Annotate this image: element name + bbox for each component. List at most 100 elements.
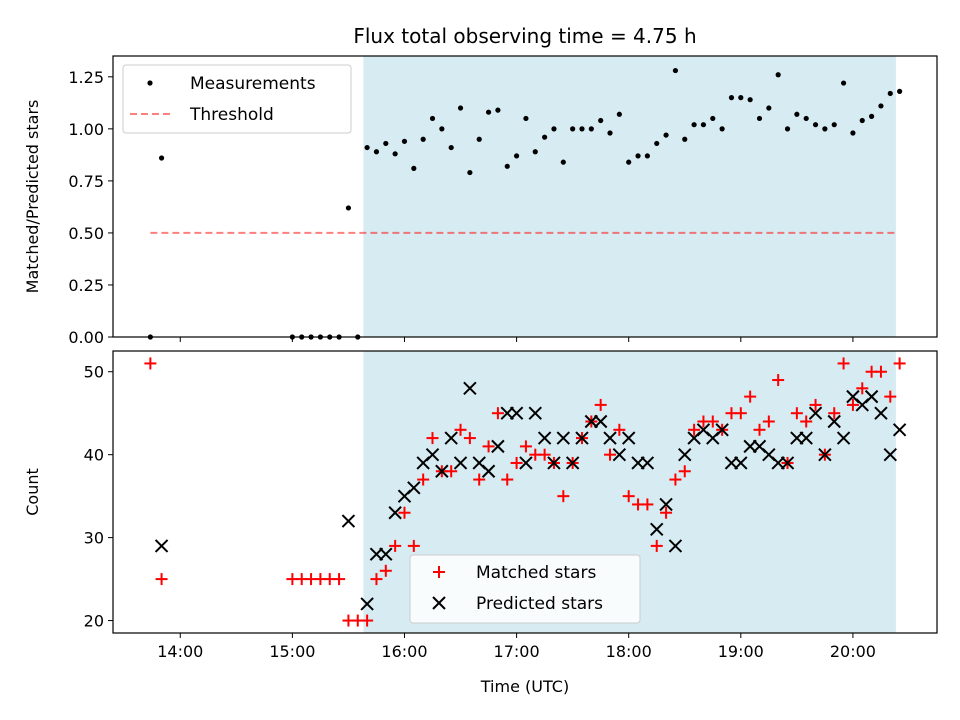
predicted-star-point bbox=[818, 447, 832, 462]
predicted-star-point bbox=[715, 423, 729, 437]
matched-star-point bbox=[361, 614, 374, 627]
matched-star-point bbox=[519, 440, 532, 453]
predicted-star-point bbox=[612, 447, 627, 462]
matched-star-point bbox=[856, 382, 869, 395]
measurement-point bbox=[607, 130, 613, 136]
matched-star-point bbox=[884, 390, 897, 403]
matched-star-point bbox=[144, 357, 157, 370]
y-tick-label: 1.00 bbox=[68, 120, 104, 139]
measurement-point bbox=[691, 122, 697, 128]
predicted-star-point bbox=[463, 381, 477, 396]
predicted-star-point bbox=[407, 481, 421, 495]
measurement-point bbox=[672, 67, 679, 74]
predicted-star-point bbox=[827, 414, 841, 429]
matched-star-point bbox=[828, 407, 841, 420]
measurement-point bbox=[803, 115, 809, 122]
measurement-point bbox=[158, 155, 165, 161]
measurement-point bbox=[560, 159, 566, 165]
matched-star-point bbox=[501, 473, 514, 486]
measurement-point bbox=[504, 163, 510, 169]
predicted-star-point bbox=[435, 464, 449, 478]
measurement-point bbox=[495, 107, 501, 113]
predicted-star-point bbox=[808, 406, 823, 420]
predicted-star-point bbox=[547, 456, 561, 470]
matched-star-point bbox=[660, 506, 673, 519]
y-tick-label: 0.50 bbox=[68, 224, 104, 243]
measurement-point bbox=[822, 126, 828, 132]
predicted-star-point bbox=[491, 439, 505, 454]
matched-star-point bbox=[557, 490, 570, 503]
measurement-point bbox=[411, 165, 417, 171]
predicted-star-point bbox=[425, 447, 440, 462]
predicted-star-point bbox=[481, 464, 496, 478]
measurement-point bbox=[383, 140, 389, 147]
measurement-point bbox=[710, 115, 716, 122]
matched-star-point bbox=[874, 365, 887, 378]
measurement-point bbox=[364, 144, 370, 151]
x-tick-label: 19:00 bbox=[718, 642, 764, 661]
y-tick-label: 30 bbox=[84, 529, 104, 548]
measurement-point bbox=[784, 126, 791, 132]
predicted-star-point bbox=[603, 431, 617, 445]
matched-star-point bbox=[893, 357, 906, 370]
matched-star-point bbox=[641, 498, 654, 511]
measurement-point bbox=[756, 115, 763, 122]
predicted-star-point bbox=[453, 456, 468, 470]
matched-star-point bbox=[846, 398, 859, 411]
matched-star-point bbox=[762, 415, 775, 428]
predicted-star-point bbox=[883, 447, 897, 462]
x-tick-label: 15:00 bbox=[269, 642, 315, 661]
legend-matched-label: Matched stars bbox=[476, 563, 596, 583]
matched-star-point bbox=[454, 423, 467, 436]
measurement-point bbox=[869, 113, 875, 119]
matched-star-point bbox=[155, 573, 168, 586]
legend-threshold-label: Threshold bbox=[189, 105, 274, 125]
measurement-point bbox=[485, 109, 492, 115]
predicted-star-point bbox=[836, 431, 851, 445]
predicted-star-point bbox=[556, 431, 571, 445]
matched-star-point bbox=[669, 473, 682, 486]
measurement-point bbox=[570, 126, 576, 132]
measurement-point bbox=[401, 138, 408, 144]
measurement-point bbox=[850, 130, 856, 136]
predicted-star-point bbox=[154, 539, 169, 553]
predicted-star-point bbox=[864, 389, 879, 404]
matched-star-point bbox=[389, 539, 402, 552]
matched-star-point bbox=[706, 415, 719, 428]
matched-star-point bbox=[594, 398, 607, 411]
matched-star-point bbox=[744, 390, 757, 403]
bottom-legend: Matched stars Predicted stars bbox=[409, 554, 641, 624]
y-tick-label: 20 bbox=[84, 612, 104, 631]
measurement-point bbox=[887, 90, 893, 97]
predicted-star-point bbox=[444, 431, 458, 445]
x-tick-label: 16:00 bbox=[381, 642, 427, 661]
measurement-point bbox=[859, 117, 865, 124]
x-tick-label: 20:00 bbox=[830, 642, 876, 661]
y-tick-label: 0.25 bbox=[68, 276, 104, 295]
matched-star-point bbox=[379, 564, 392, 577]
measurement-point bbox=[420, 136, 426, 142]
matched-star-point bbox=[510, 456, 523, 469]
predicted-star-point bbox=[528, 406, 542, 420]
matched-star-point bbox=[650, 539, 663, 552]
measurement-point bbox=[513, 153, 520, 159]
measurement-point bbox=[616, 111, 622, 117]
bottom-panel: 20 30 40 50 14:00 15:00 16:00 17:00 18:00 19:00 2… bbox=[23, 350, 938, 696]
y-tick-label: 50 bbox=[84, 363, 104, 382]
predicted-star-point bbox=[537, 431, 552, 445]
matched-star-point bbox=[753, 423, 766, 436]
predicted-star-point bbox=[799, 431, 813, 445]
measurement-point bbox=[373, 149, 380, 155]
predicted-star-point bbox=[379, 547, 393, 561]
measurement-point bbox=[738, 95, 744, 101]
measurement-point bbox=[626, 159, 632, 165]
predicted-star-point bbox=[509, 406, 524, 420]
matched-star-point bbox=[482, 440, 495, 453]
matched-star-point bbox=[333, 573, 346, 586]
matched-star-point bbox=[407, 539, 420, 552]
x-tick-label: 14:00 bbox=[157, 642, 203, 661]
measurement-point bbox=[719, 126, 725, 132]
matched-star-point bbox=[678, 465, 691, 478]
top-y-axis-label: Matched/Predicted stars bbox=[23, 100, 42, 294]
matched-star-point bbox=[688, 423, 701, 436]
